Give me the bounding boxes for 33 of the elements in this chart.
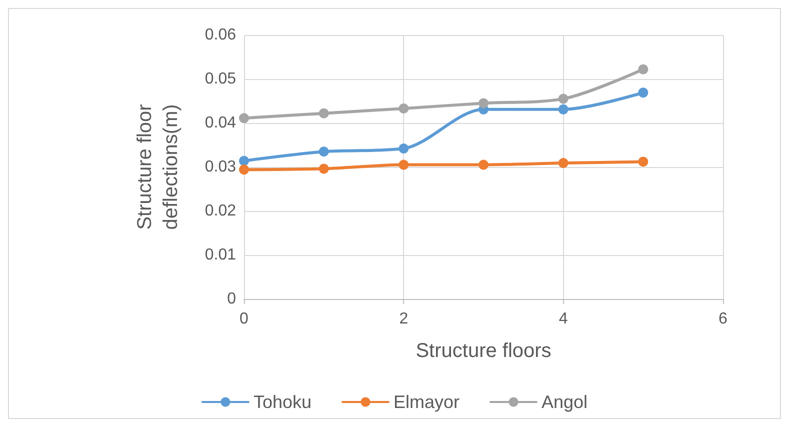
point xyxy=(239,164,249,175)
legend-label: Angol xyxy=(542,392,588,412)
x-tick-label: 2 xyxy=(399,310,408,328)
point xyxy=(398,160,409,170)
x-tick-label: 6 xyxy=(718,310,728,328)
y-tick-label: 0.02 xyxy=(204,202,236,220)
y-axis-title: Structure floor deflections(m) xyxy=(134,104,182,230)
point xyxy=(318,146,329,157)
x-tick-label: 0 xyxy=(240,310,249,328)
legend-label: Tohoku xyxy=(253,392,312,412)
point xyxy=(478,98,488,108)
point xyxy=(558,94,568,104)
point xyxy=(478,160,488,170)
y-tick-label: 0.03 xyxy=(204,158,236,176)
y-tick-label: 0.06 xyxy=(204,26,236,44)
point xyxy=(638,88,648,98)
point xyxy=(239,113,249,124)
point xyxy=(398,103,409,114)
point xyxy=(398,144,409,154)
point xyxy=(638,156,648,167)
point xyxy=(558,158,568,168)
x-axis-title: Structure floors xyxy=(416,340,552,362)
x-tick-label: 4 xyxy=(558,310,568,328)
legend-label: Elmayor xyxy=(393,392,460,412)
y-tick-label: 0.01 xyxy=(204,246,236,264)
point xyxy=(239,156,249,166)
point xyxy=(638,64,648,74)
point xyxy=(558,104,568,114)
y-tick-label: 0.04 xyxy=(204,114,236,132)
point xyxy=(318,164,329,174)
point xyxy=(318,108,329,118)
y-tick-label: 0 xyxy=(227,290,236,308)
y-tick-label: 0.05 xyxy=(204,70,236,88)
